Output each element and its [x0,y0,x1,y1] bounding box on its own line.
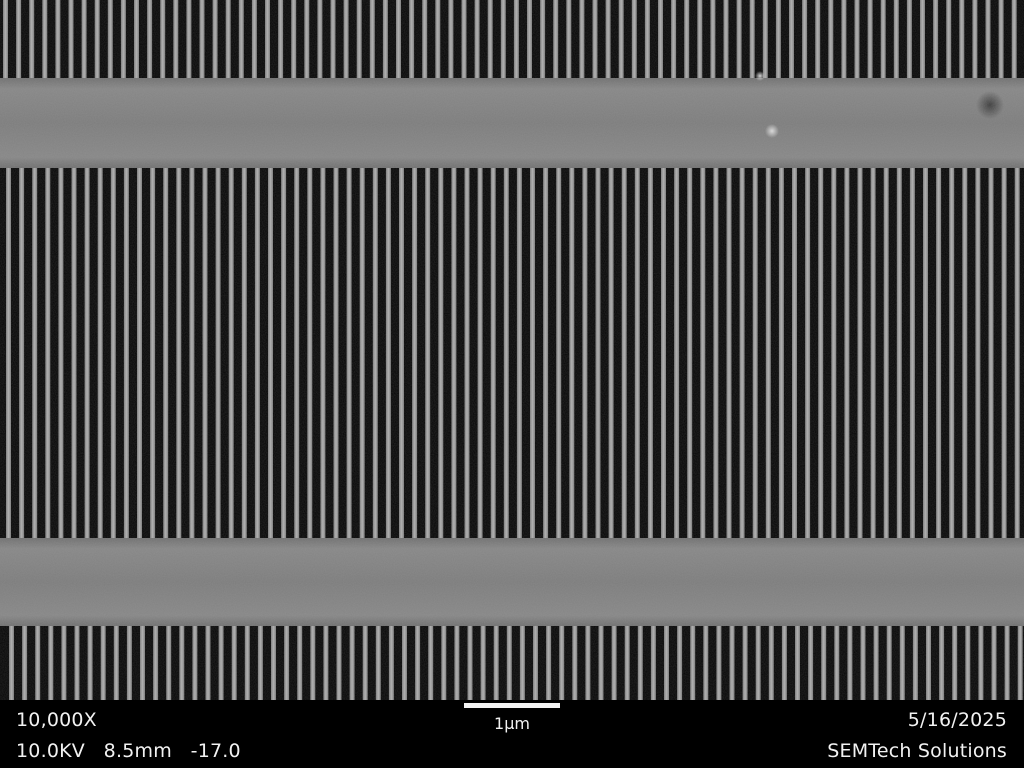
scale-bar-line [464,703,560,708]
company-label: SEMTech Solutions [827,740,1007,762]
scale-bar: 1µm [464,703,560,739]
acquisition-date: 5/16/2025 [907,709,1007,731]
sem-micrograph [0,0,1024,700]
image-noise [0,0,1024,700]
sem-info-bar: 10,000X 10.0KV 8.5mm -17.0 1µm 5/16/2025… [0,700,1024,768]
scale-bar-label: 1µm [494,714,530,733]
acquisition-parameters: 10.0KV 8.5mm -17.0 [16,740,241,762]
magnification-label: 10,000X [16,709,97,731]
